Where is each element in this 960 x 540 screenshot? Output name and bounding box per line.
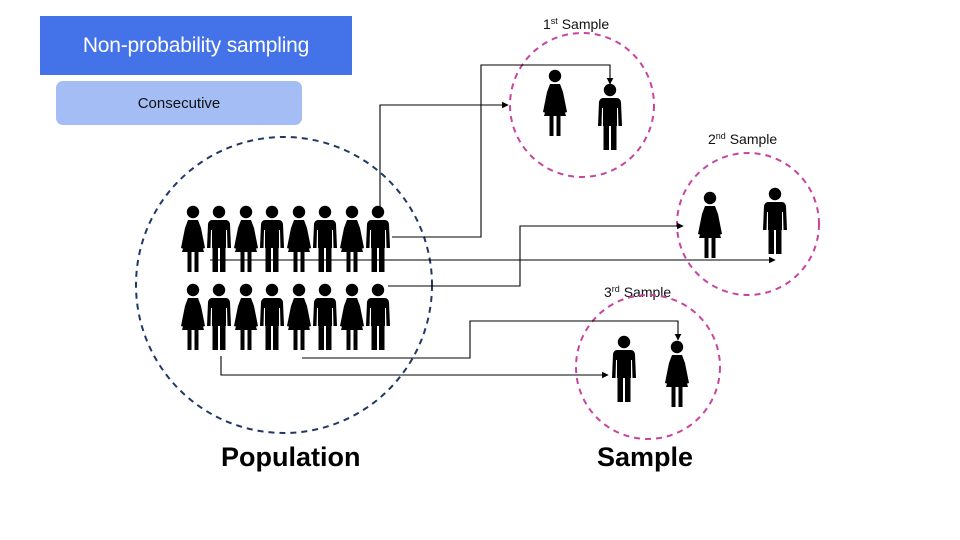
sample-label: Sample	[597, 442, 694, 472]
male-figure-icon	[207, 283, 231, 350]
sample-1-circle	[509, 32, 655, 178]
population-label: Population	[221, 442, 361, 472]
male-figure-icon	[612, 335, 636, 402]
male-figure-icon	[763, 187, 787, 254]
sample-2-label: 2nd Sample	[708, 131, 778, 147]
female-figure-icon	[234, 205, 258, 272]
male-figure-icon	[313, 283, 337, 350]
female-figure-icon	[287, 283, 311, 350]
arrow-to-sample-3-female	[302, 320, 682, 359]
arrow-to-sample-3-male	[220, 356, 609, 379]
sample-2-circle	[676, 152, 820, 296]
female-figure-icon	[543, 69, 567, 136]
female-figure-icon	[181, 205, 205, 272]
female-figure-icon	[340, 283, 364, 350]
male-figure-icon	[207, 205, 231, 272]
sample-2-figures	[698, 187, 787, 258]
female-figure-icon	[665, 340, 689, 407]
female-figure-icon	[340, 205, 364, 272]
female-figure-icon	[181, 283, 205, 350]
population-circle	[135, 136, 433, 434]
population-row-1	[181, 205, 390, 272]
sample-3-label: 3rd Sample	[604, 284, 672, 300]
arrow-to-sample-1-male	[392, 64, 614, 238]
sample-3-figures	[612, 335, 689, 407]
arrow-to-sample-1-female	[379, 101, 509, 208]
male-figure-icon	[366, 205, 390, 272]
female-figure-icon	[698, 191, 722, 258]
method-text: Consecutive	[137, 94, 221, 112]
female-figure-icon	[234, 283, 258, 350]
female-figure-icon	[287, 205, 311, 272]
male-figure-icon	[260, 205, 284, 272]
male-figure-icon	[313, 205, 337, 272]
male-figure-icon	[598, 83, 622, 150]
population-row-2	[181, 283, 390, 350]
male-figure-icon	[366, 283, 390, 350]
method-label-box: Consecutive	[56, 81, 302, 125]
male-figure-icon	[260, 283, 284, 350]
sample-1-label: 1st Sample	[543, 16, 610, 32]
arrow-to-sample-2-female	[388, 222, 684, 287]
sample-3-circle	[575, 294, 721, 440]
title-text: Non-probability sampling	[82, 33, 310, 57]
title-banner: Non-probability sampling	[40, 16, 352, 75]
